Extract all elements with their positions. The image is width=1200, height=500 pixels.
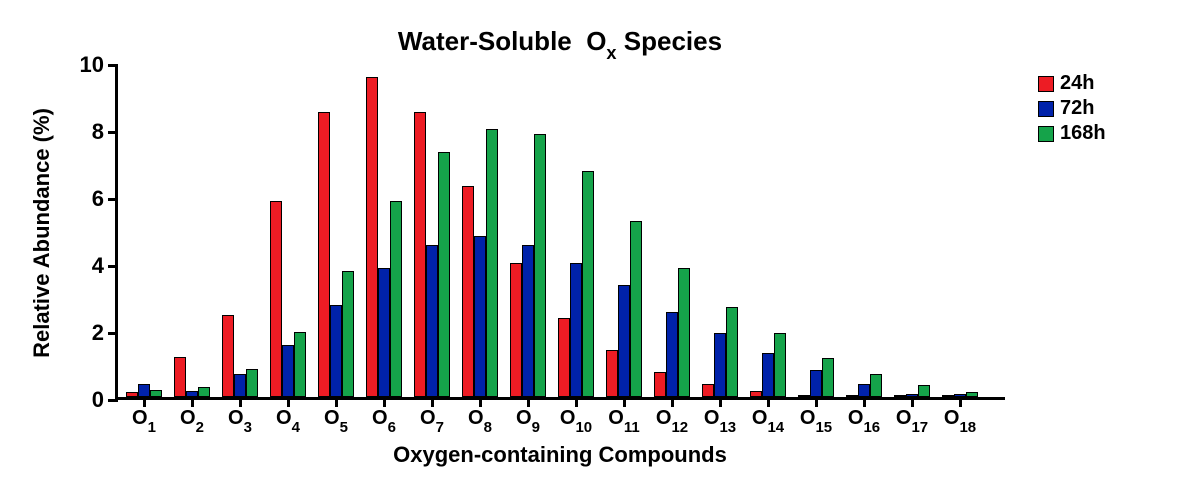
bar	[750, 391, 762, 397]
legend-label: 72h	[1060, 97, 1094, 120]
legend-swatch	[1038, 101, 1054, 117]
bar	[186, 391, 198, 397]
bar	[510, 263, 522, 397]
legend-item: 24h	[1038, 72, 1106, 95]
bar	[426, 245, 438, 397]
x-tick-label: O5	[324, 397, 348, 433]
x-tick-label: O11	[608, 397, 639, 433]
x-tick-label: O9	[516, 397, 540, 433]
y-tick-label: 8	[92, 119, 118, 145]
bar	[174, 357, 186, 397]
bar	[222, 315, 234, 397]
bar	[486, 129, 498, 397]
y-tick-label: 0	[92, 387, 118, 413]
bar	[318, 112, 330, 397]
bar	[678, 268, 690, 397]
bar	[966, 392, 978, 397]
bar	[438, 152, 450, 397]
bar	[870, 374, 882, 397]
bar	[702, 384, 714, 397]
x-axis-label: Oxygen-containing Compounds	[115, 442, 1005, 468]
bar	[666, 312, 678, 397]
bar	[378, 268, 390, 397]
bar	[906, 394, 918, 397]
y-tick-label: 4	[92, 253, 118, 279]
y-tick-label: 2	[92, 320, 118, 346]
x-tick-label: O15	[800, 397, 832, 433]
bar	[822, 358, 834, 397]
bar	[414, 112, 426, 397]
bar	[462, 186, 474, 397]
bar	[810, 370, 822, 397]
legend-item: 168h	[1038, 122, 1106, 145]
x-tick-label: O7	[420, 397, 444, 433]
x-tick-label: O13	[704, 397, 736, 433]
bar	[582, 171, 594, 397]
bar	[726, 307, 738, 397]
bar	[918, 385, 930, 397]
legend-label: 168h	[1060, 122, 1106, 145]
bar	[246, 369, 258, 397]
bar	[270, 201, 282, 397]
x-tick-label: O10	[560, 397, 592, 433]
bar	[606, 350, 618, 397]
bar	[846, 395, 858, 397]
bar	[150, 390, 162, 397]
y-tick-label: 6	[92, 186, 118, 212]
bar	[294, 332, 306, 397]
legend: 24h72h168h	[1038, 72, 1106, 147]
bar	[714, 333, 726, 397]
bar	[630, 221, 642, 397]
bar	[138, 384, 150, 397]
x-tick-label: O14	[752, 397, 784, 433]
bar	[198, 387, 210, 397]
legend-item: 72h	[1038, 97, 1106, 120]
bar	[366, 77, 378, 397]
bar	[522, 245, 534, 397]
chart-container: Water-Soluble Ox Species Relative Abunda…	[0, 0, 1200, 500]
x-tick-label: O4	[276, 397, 300, 433]
x-tick-label: O12	[656, 397, 688, 433]
chart-title: Water-Soluble Ox Species	[115, 26, 1005, 61]
bar	[570, 263, 582, 397]
bar	[126, 392, 138, 397]
bar	[954, 394, 966, 397]
x-tick-label: O8	[468, 397, 492, 433]
bar	[342, 271, 354, 397]
bar	[798, 395, 810, 397]
bar	[762, 353, 774, 397]
x-tick-label: O16	[848, 397, 880, 433]
y-tick-label: 10	[80, 52, 118, 78]
bar	[330, 305, 342, 397]
legend-label: 24h	[1060, 72, 1094, 95]
bar	[234, 374, 246, 397]
bar	[654, 372, 666, 397]
bar	[858, 384, 870, 397]
bar	[282, 345, 294, 397]
bar	[618, 285, 630, 397]
plot-area: 0246810O1O2O3O4O5O6O7O8O9O10O11O12O13O14…	[115, 65, 1005, 400]
bar	[474, 236, 486, 397]
bar	[942, 395, 954, 397]
y-axis-label: Relative Abundance (%)	[29, 108, 55, 358]
x-tick-label: O3	[228, 397, 252, 433]
bar	[558, 318, 570, 397]
x-tick-label: O1	[132, 397, 156, 433]
bar	[894, 395, 906, 397]
x-tick-label: O17	[896, 397, 928, 433]
x-tick-label: O2	[180, 397, 204, 433]
x-tick-label: O6	[372, 397, 396, 433]
x-tick-label: O18	[944, 397, 976, 433]
bar	[390, 201, 402, 397]
legend-swatch	[1038, 126, 1054, 142]
legend-swatch	[1038, 76, 1054, 92]
bar	[774, 333, 786, 397]
bar	[534, 134, 546, 397]
